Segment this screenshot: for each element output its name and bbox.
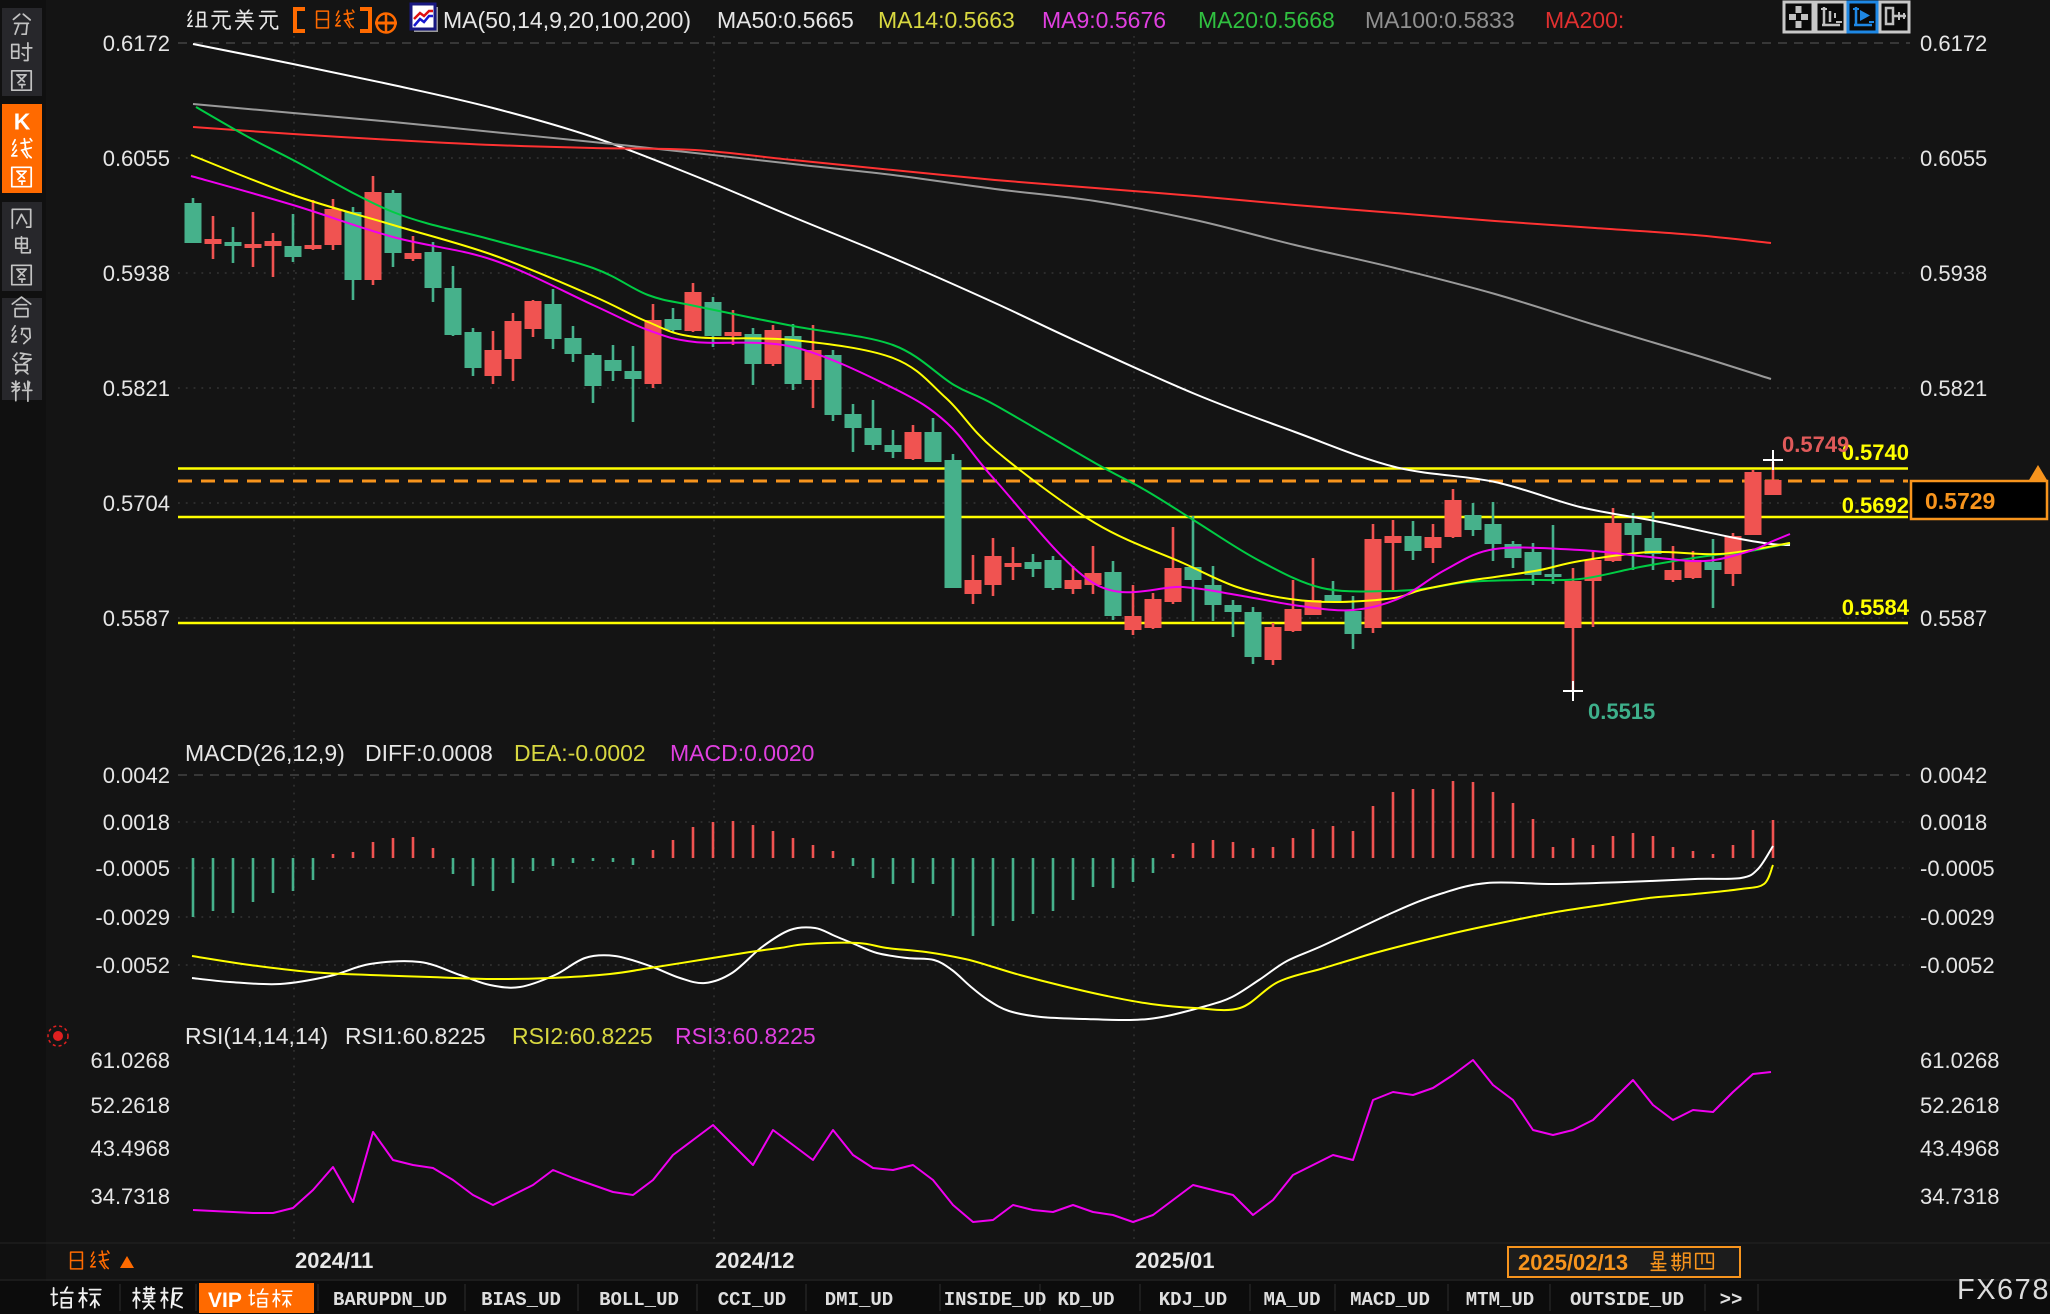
svg-text:0.5704: 0.5704 [103,491,170,516]
svg-text:34.7318: 34.7318 [1920,1184,2000,1209]
svg-text:>>: >> [1720,1289,1743,1311]
svg-text:MA50:0.5665: MA50:0.5665 [717,7,854,33]
svg-text:52.2618: 52.2618 [90,1093,170,1118]
svg-text:0.5515: 0.5515 [1588,699,1655,724]
svg-text:-0.0029: -0.0029 [95,905,170,930]
svg-text:0.0042: 0.0042 [103,763,170,788]
svg-text:MA14:0.5663: MA14:0.5663 [878,7,1015,33]
svg-text:MA_UD: MA_UD [1263,1289,1320,1311]
svg-text:-0.0005: -0.0005 [95,856,170,881]
svg-text:0.6172: 0.6172 [1920,31,1987,56]
svg-text:0.5740: 0.5740 [1842,440,1909,465]
svg-text:0.0018: 0.0018 [1920,810,1987,835]
svg-text:2024/11: 2024/11 [295,1248,373,1273]
svg-text:0.5821: 0.5821 [103,376,170,401]
svg-text:2024/12: 2024/12 [715,1248,795,1273]
svg-text:0.5821: 0.5821 [1920,376,1987,401]
svg-text:DMI_UD: DMI_UD [825,1289,893,1311]
svg-text:0.5587: 0.5587 [1920,606,1987,631]
svg-text:0.5938: 0.5938 [1920,261,1987,286]
svg-text:34.7318: 34.7318 [90,1184,170,1209]
svg-text:K: K [14,109,31,135]
svg-text:MA20:0.5668: MA20:0.5668 [1198,7,1335,33]
svg-text:-0.0005: -0.0005 [1920,856,1995,881]
svg-text:RSI(14,14,14): RSI(14,14,14) [185,1023,328,1049]
svg-text:0.0042: 0.0042 [1920,763,1987,788]
svg-text:-0.0052: -0.0052 [95,953,170,978]
svg-text:0.5729: 0.5729 [1925,488,1995,514]
svg-text:DIFF:0.0008: DIFF:0.0008 [365,740,493,766]
svg-text:BARUPDN_UD: BARUPDN_UD [333,1289,447,1311]
svg-text:0.5692: 0.5692 [1842,493,1909,518]
svg-text:KDJ_UD: KDJ_UD [1159,1289,1227,1311]
svg-text:0.5938: 0.5938 [103,261,170,286]
svg-text:MA200:: MA200: [1545,7,1624,33]
svg-text:0.6055: 0.6055 [103,146,170,171]
svg-text:DEA:-0.0002: DEA:-0.0002 [514,740,646,766]
svg-text:MTM_UD: MTM_UD [1466,1289,1534,1311]
svg-text:MA9:0.5676: MA9:0.5676 [1042,7,1166,33]
svg-text:52.2618: 52.2618 [1920,1093,2000,1118]
svg-text:OUTSIDE_UD: OUTSIDE_UD [1570,1289,1684,1311]
svg-text:61.0268: 61.0268 [90,1048,170,1073]
svg-text:RSI2:60.8225: RSI2:60.8225 [512,1023,653,1049]
svg-text:0.6055: 0.6055 [1920,146,1987,171]
svg-text:0.0018: 0.0018 [103,810,170,835]
svg-text:2025/02/13: 2025/02/13 [1518,1250,1628,1275]
svg-text:43.4968: 43.4968 [90,1136,170,1161]
svg-text:MA100:0.5833: MA100:0.5833 [1365,7,1515,33]
svg-text:KD_UD: KD_UD [1057,1289,1114,1311]
svg-text:BOLL_UD: BOLL_UD [599,1289,679,1311]
svg-text:-0.0052: -0.0052 [1920,953,1995,978]
svg-text:MACD:0.0020: MACD:0.0020 [670,740,814,766]
svg-text:0.5749: 0.5749 [1782,432,1849,457]
svg-text:2025/01: 2025/01 [1135,1248,1215,1273]
svg-text:0.6172: 0.6172 [103,31,170,56]
svg-text:INSIDE_UD: INSIDE_UD [944,1289,1047,1311]
svg-text:RSI1:60.8225: RSI1:60.8225 [345,1023,486,1049]
svg-text:BIAS_UD: BIAS_UD [481,1289,561,1311]
svg-text:MA(50,14,9,20,100,200): MA(50,14,9,20,100,200) [443,7,691,33]
svg-text:MACD_UD: MACD_UD [1350,1289,1430,1311]
svg-text:43.4968: 43.4968 [1920,1136,2000,1161]
svg-text:MACD(26,12,9): MACD(26,12,9) [185,740,345,766]
svg-text:-0.0029: -0.0029 [1920,905,1995,930]
svg-text:VIP: VIP [208,1289,242,1312]
svg-text:0.5587: 0.5587 [103,606,170,631]
svg-text:0.5584: 0.5584 [1842,595,1910,620]
svg-text:FX678: FX678 [1957,1274,2050,1306]
svg-text:RSI3:60.8225: RSI3:60.8225 [675,1023,816,1049]
svg-text:CCI_UD: CCI_UD [718,1289,786,1311]
svg-text:61.0268: 61.0268 [1920,1048,2000,1073]
